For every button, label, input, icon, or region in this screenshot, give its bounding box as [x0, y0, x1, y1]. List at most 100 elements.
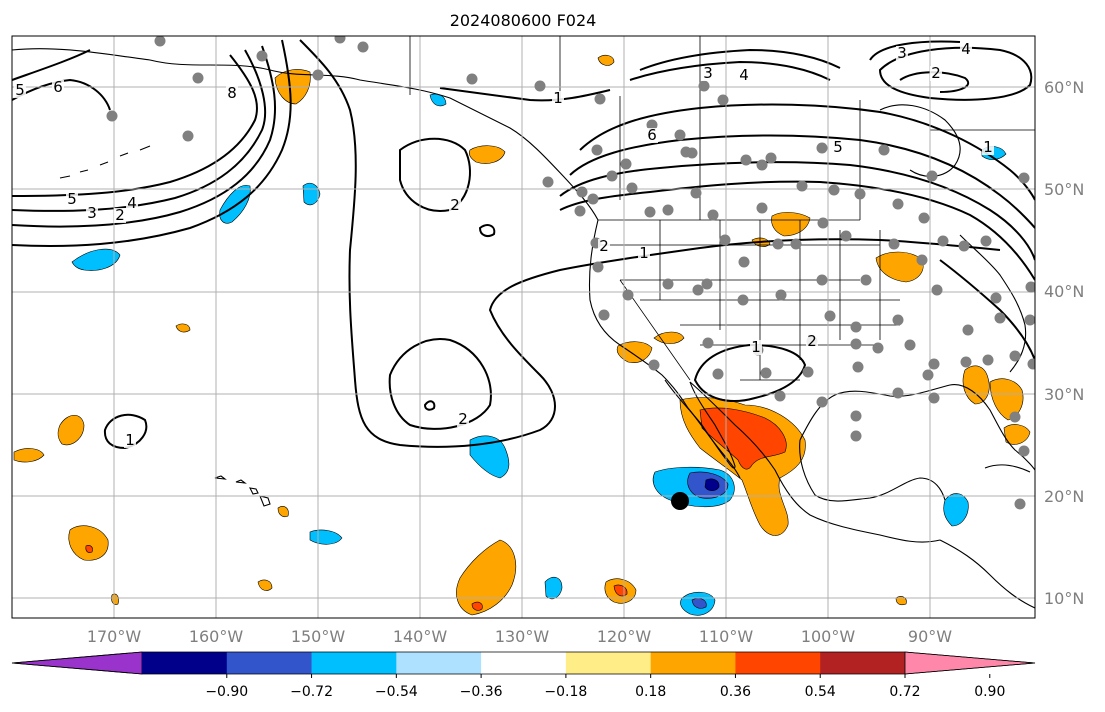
- station-dot: [928, 392, 940, 404]
- station-dot: [958, 240, 970, 252]
- coastline: [799, 439, 946, 502]
- contour-line: [12, 45, 276, 228]
- station-dot: [756, 159, 768, 171]
- colorbar-extend-high: [904, 651, 1036, 675]
- contour-label: 8: [227, 84, 237, 102]
- lon-label: 120°W: [597, 627, 652, 646]
- map-panel: [12, 36, 1035, 618]
- station-dot: [592, 261, 604, 273]
- contour-label: 4: [961, 40, 971, 58]
- contour-label-bg: [66, 192, 78, 207]
- contour-label-bg: [982, 140, 994, 155]
- station-dot: [824, 310, 836, 322]
- coastline: [984, 464, 1031, 473]
- station-dot: [534, 80, 546, 92]
- station-dot: [702, 337, 714, 349]
- contour-label-bg: [449, 198, 461, 213]
- contour-label: 2: [450, 196, 460, 214]
- anomaly-region: [468, 145, 506, 164]
- lat-label: 40°N: [1044, 282, 1084, 301]
- station-dot: [606, 170, 618, 182]
- anomaly-region: [85, 545, 93, 553]
- colorbar-tick-label: −0.54: [375, 684, 418, 700]
- station-dot: [982, 354, 994, 366]
- coastlines-borders: [12, 36, 1035, 609]
- station-dot: [719, 234, 731, 246]
- station-dot: [888, 238, 900, 250]
- lat-label: 20°N: [1044, 487, 1084, 506]
- contour-line: [299, 39, 1001, 448]
- anomaly-shading: [13, 54, 1031, 616]
- contour-label: 1: [125, 431, 135, 449]
- anomaly-region: [13, 448, 45, 463]
- coastline: [959, 234, 1027, 373]
- station-dot: [574, 205, 586, 217]
- colorbar-tick-label: 0.18: [635, 684, 666, 700]
- contour-label-bg: [702, 66, 714, 81]
- colorbar: [11, 651, 1036, 675]
- station-dot: [644, 206, 656, 218]
- station-dot: [154, 36, 166, 47]
- contour-line: [639, 48, 841, 71]
- contour-label-bg: [124, 433, 136, 448]
- lon-label: 100°W: [801, 627, 856, 646]
- station-dot: [854, 188, 866, 200]
- lon-label: 160°W: [189, 627, 244, 646]
- anomaly-region: [57, 414, 85, 446]
- colorbar-segment: [650, 652, 736, 674]
- anomaly-region: [277, 506, 289, 518]
- lat-label: 50°N: [1044, 180, 1084, 199]
- anomaly-region: [111, 593, 119, 605]
- station-dot: [712, 368, 724, 380]
- contour-label: 1: [639, 244, 649, 262]
- coastline: [59, 145, 151, 179]
- contour-label-bg: [86, 206, 98, 221]
- contour-label: 6: [647, 126, 657, 144]
- anomaly-region: [1003, 424, 1031, 445]
- station-dot: [587, 193, 599, 205]
- colorbar-tick-label: 0.36: [720, 684, 751, 700]
- station-dot: [738, 256, 750, 268]
- station-dot: [926, 170, 938, 182]
- contour-label-bg: [52, 80, 64, 95]
- colorbar-tick-label: 0.72: [889, 684, 920, 700]
- colorbar-segment: [142, 652, 228, 674]
- contour-line: [423, 400, 436, 411]
- station-dot: [1018, 445, 1030, 457]
- station-dot: [334, 36, 346, 44]
- station-dot: [922, 369, 934, 381]
- station-dot: [1014, 498, 1026, 510]
- station-dot: [707, 209, 719, 221]
- colorbar-segment: [820, 652, 906, 674]
- station-dot: [620, 158, 632, 170]
- anomaly-region: [71, 248, 121, 271]
- station-dot: [892, 314, 904, 326]
- contour-label: 1: [553, 89, 563, 107]
- station-dot: [817, 217, 829, 229]
- station-dot: [576, 186, 588, 198]
- station-dot: [690, 187, 702, 199]
- colorbar-tick-label: −0.90: [205, 684, 248, 700]
- station-dot: [1009, 350, 1021, 362]
- station-dot: [662, 204, 674, 216]
- contour-line: [399, 137, 471, 212]
- station-dot: [994, 312, 1006, 324]
- contour-label-bg: [457, 412, 469, 427]
- station-dot: [904, 339, 916, 351]
- station-dot: [312, 69, 324, 81]
- station-dot: [106, 110, 118, 122]
- contour-line: [569, 134, 1035, 229]
- contour-label-bg: [598, 239, 610, 254]
- coastline: [235, 479, 247, 484]
- colorbar-ticks: −0.90 −0.72 −0.54 −0.36 −0.18 0.18 0.36 0.54 0.7…: [205, 674, 1005, 700]
- anomaly-region: [456, 539, 516, 616]
- station-dot: [1009, 411, 1021, 423]
- station-dot: [1018, 172, 1030, 184]
- contour-line: [478, 224, 496, 237]
- station-dot: [1024, 314, 1035, 326]
- map-title: 2024080600 F024: [450, 11, 597, 30]
- station-dot: [790, 238, 802, 250]
- coastline: [259, 495, 271, 507]
- contour-label: 2: [931, 64, 941, 82]
